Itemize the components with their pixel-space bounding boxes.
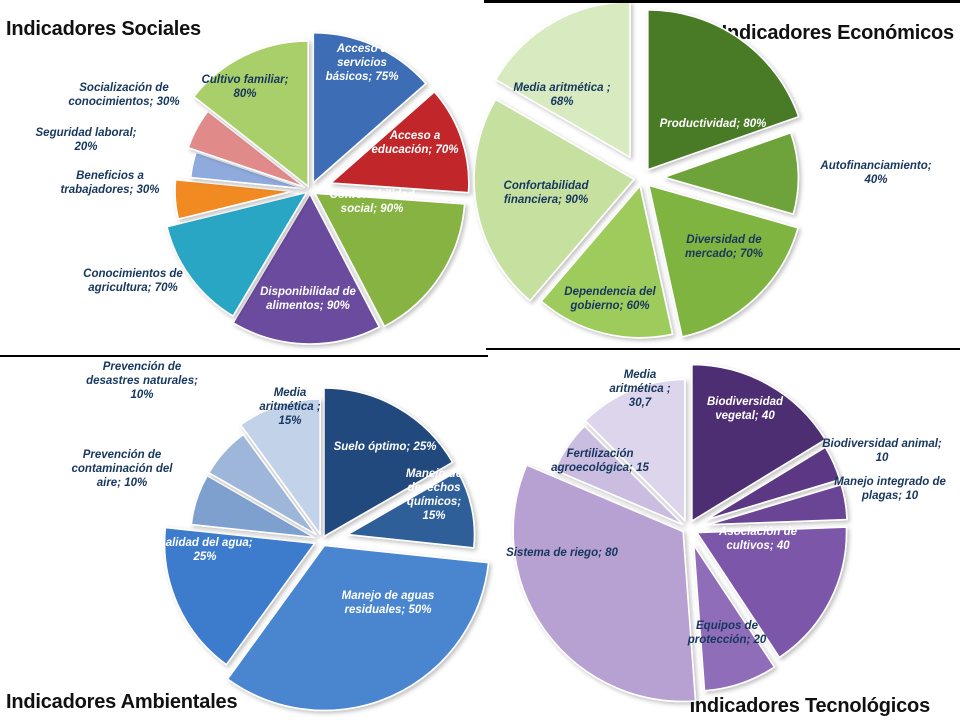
pie-slice [473,98,635,302]
pie-slice [190,474,316,539]
pie-slice [232,193,381,345]
slice-label: Productividad; 80% [660,118,767,130]
chart-indicadores-economicos: Indicadores Económicos Productividad; 80… [473,0,960,360]
slice-label: Acceso a servicios básicos; 75% [326,43,399,83]
pie-slice [553,425,684,526]
slice-label: Fertilización agroecológica; 15 [551,448,649,474]
slice-label: Media aritmética ; 30,7 [609,369,671,409]
pie-chart-economicos: Productividad; 80% Autofinanciamiento; 40%… [473,1,932,339]
pie-slice [330,91,470,194]
slice-label: Disponibilidad de alimentos; 90% [260,286,356,312]
slice-label: Conocimientos de agricultura; 70% [83,268,183,294]
pie-slice [314,192,466,328]
pie-slice [346,470,476,549]
slice-label: Prevención de desastres naturales; 10% [86,361,198,401]
pie-slice [540,185,674,339]
pie-slice [193,40,309,188]
slice-label: Manejo de aguas residuales; 50% [342,590,435,616]
chart-title: Indicadores Económicos [721,22,955,44]
pie-slice [226,544,490,712]
slice-label: Sistema de riego; 80 [506,547,618,559]
slice-label: Manejo de desechos químicos; 15% [406,468,463,522]
chart-title: Indicadores Ambientales [6,691,238,713]
slice-label: Calidad del agua; 25% [157,537,252,563]
slice-label: Seguridad laboral; 20% [36,127,137,153]
slice-label: Socialización de conocimientos; 30% [68,82,179,108]
pie-slice [239,398,321,536]
slice-label: Asociación de cultivos; 40 [718,526,798,552]
slice-label: Confortabilidad financiera; 90% [504,180,590,206]
divider-middle [0,355,488,357]
slice-label: Diversidad de mercado; 70% [685,234,763,260]
slice-label: Biodiversidad animal; 10 [822,438,942,464]
slice-label: Beneficios a trabajadores; 30% [60,170,159,196]
pie-slice [691,363,827,522]
divider-middle-right [486,348,960,350]
pie-slice [648,184,799,338]
pie-slice [584,378,686,522]
chart-indicadores-ambientales: Indicadores Ambientales Suelo óptimo; 25… [0,360,490,720]
pie-chart-sociales: Acceso a servicios básicos; 75% Acceso a edu… [36,31,470,345]
chart-indicadores-sociales: Indicadores Sociales Acceso a servicios bá… [0,0,480,360]
pie-slice [512,464,697,703]
pie-slice [187,110,306,188]
slice-label: Equipos de protección; 20 [687,620,767,646]
pie-slice [693,544,776,692]
slice-label: Cultivo familiar; 80% [202,74,289,100]
pie-slice [705,446,841,521]
pie-slice [323,387,454,538]
slice-label: Confortabilidad social; 90% [330,189,416,215]
pie-slice [208,433,317,536]
slice-label: Dependencia del gobierno; 60% [564,286,656,312]
slice-label: Manejo integrado de plagas; 10 [834,476,946,502]
pie-chart-tecnologicos: Biodiversidad vegetal; 40 Biodiversidad an… [506,363,947,703]
pie-slice [647,9,800,171]
pie-chart-ambientales: Suelo óptimo; 25% Manejo de desechos químic… [72,361,490,712]
pie-slice [663,131,800,215]
divider-top [484,0,960,3]
pie-slice [166,191,308,317]
pie-slice [312,31,427,184]
slice-label: Biodiversidad vegetal; 40 [707,396,784,422]
pie-slice [696,526,848,659]
slice-label: Autofinanciamiento; 40% [819,160,931,186]
pie-slice [189,151,305,190]
pie-slice [706,483,848,526]
pie-slice [174,178,293,220]
chart-indicadores-tecnologicos: Indicadores Tecnológicos Biodiversidad ve… [480,360,960,720]
slice-label: Suelo óptimo; 25% [334,441,437,453]
slice-label: Media aritmética ; 68% [513,82,610,108]
chart-title: Indicadores Sociales [6,18,201,40]
chart-title: Indicadores Tecnológicos [689,695,931,717]
slice-label: Acceso a educación; 70% [372,130,459,156]
slice-label: Media aritmética ; 15% [259,387,321,427]
pie-slice [163,526,316,666]
slice-label: Prevención de contaminación del aire; 10% [72,449,174,489]
